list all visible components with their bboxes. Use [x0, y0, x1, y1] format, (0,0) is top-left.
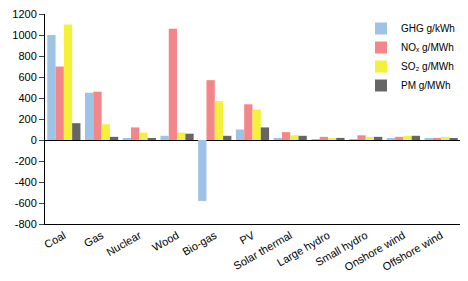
svg-text:Small hydro: Small hydro: [313, 229, 369, 268]
svg-text:200: 200: [18, 113, 36, 125]
svg-text:-600: -600: [15, 197, 37, 209]
svg-text:Solar thermal: Solar thermal: [231, 229, 294, 272]
svg-text:1200: 1200: [12, 8, 36, 20]
svg-text:PV: PV: [238, 228, 257, 246]
svg-text:Offshore wind: Offshore wind: [380, 229, 445, 273]
svg-text:Coal: Coal: [42, 229, 68, 251]
svg-text:Large hydro: Large hydro: [275, 229, 332, 269]
svg-text:-800: -800: [15, 218, 37, 230]
svg-text:Bio-gas: Bio-gas: [180, 229, 219, 258]
svg-text:GHG g/kWh: GHG g/kWh: [401, 23, 455, 34]
svg-text:400: 400: [18, 92, 36, 104]
svg-text:-200: -200: [15, 155, 37, 167]
svg-text:Wood: Wood: [150, 229, 181, 254]
svg-text:600: 600: [18, 71, 36, 83]
svg-text:800: 800: [18, 50, 36, 62]
svg-text:Onshore wind: Onshore wind: [342, 229, 407, 273]
svg-text:Gas: Gas: [82, 229, 106, 250]
svg-text:Nuclear: Nuclear: [104, 229, 143, 259]
svg-text:NOₓ g/MWh: NOₓ g/MWh: [401, 42, 454, 53]
svg-text:1000: 1000: [12, 29, 36, 41]
svg-text:SO₂ g/MWh: SO₂ g/MWh: [401, 61, 454, 72]
svg-text:0: 0: [31, 134, 37, 146]
svg-text:PM g/MWh: PM g/MWh: [401, 80, 450, 91]
svg-text:-400: -400: [15, 176, 37, 188]
